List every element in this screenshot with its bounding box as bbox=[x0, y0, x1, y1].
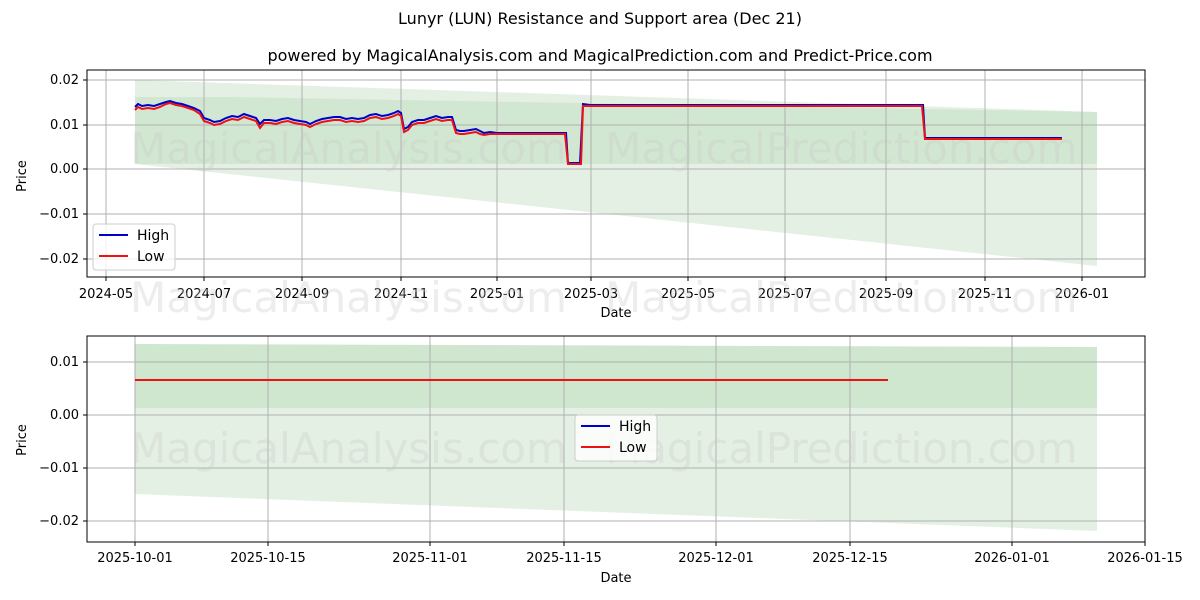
watermark-text: MagicalAnalysis.com bbox=[130, 273, 567, 322]
bottom-chart: MagicalAnalysis.com MagicalPrediction.co… bbox=[15, 335, 1183, 586]
watermark-text: MagicalAnalysis.com bbox=[130, 124, 567, 173]
y-tick-label: 0.00 bbox=[50, 162, 79, 177]
x-tick-label: 2024-07 bbox=[177, 287, 231, 302]
y-axis-label: Price bbox=[15, 424, 30, 456]
bottom-axes-frame bbox=[86, 335, 1146, 543]
x-tick-label: 2025-10-15 bbox=[230, 551, 306, 566]
x-tick-label: 2025-01 bbox=[470, 287, 524, 302]
x-tick-label: 2024-09 bbox=[275, 287, 329, 302]
y-tick-label: 0.00 bbox=[50, 408, 79, 423]
x-axis-label: Date bbox=[600, 571, 631, 586]
x-tick-label: 2026-01-01 bbox=[974, 551, 1050, 566]
y-tick-label: 0.01 bbox=[50, 118, 79, 133]
x-tick-label: 2025-12-15 bbox=[812, 551, 888, 566]
x-tick-label: 2026-01 bbox=[1055, 287, 1109, 302]
top-axes-frame bbox=[86, 69, 1146, 278]
x-tick-label: 2025-09 bbox=[859, 287, 913, 302]
x-tick-label: 2026-01-15 bbox=[1107, 551, 1183, 566]
watermark-text: MagicalPrediction.com bbox=[605, 424, 1078, 473]
legend-low-label: Low bbox=[137, 249, 165, 265]
x-axis-label: Date bbox=[600, 306, 631, 321]
x-tick-label: 2024-11 bbox=[374, 287, 428, 302]
x-tick-label: 2025-12-01 bbox=[678, 551, 754, 566]
high-line bbox=[134, 99, 1062, 164]
y-tick-label: 0.01 bbox=[50, 355, 79, 370]
chart-title: Lunyr (LUN) Resistance and Support area … bbox=[398, 9, 802, 28]
x-tick-label: 2025-11-15 bbox=[526, 551, 602, 566]
y-tick-label: −0.02 bbox=[39, 252, 79, 267]
watermark-text: MagicalPrediction.com bbox=[605, 273, 1078, 322]
y-tick-label: −0.01 bbox=[39, 207, 79, 222]
bottom-legend: High Low bbox=[574, 414, 658, 462]
top-legend: High Low bbox=[92, 223, 176, 271]
top-chart: MagicalAnalysis.com MagicalPrediction.co… bbox=[15, 69, 1146, 321]
support-band bbox=[135, 408, 1097, 531]
watermark-text: MagicalPrediction.com bbox=[605, 124, 1078, 173]
resistance-band bbox=[135, 344, 1097, 408]
x-tick-label: 2025-05 bbox=[661, 287, 715, 302]
legend-high-label: High bbox=[619, 419, 651, 435]
legend-high-label: High bbox=[137, 228, 169, 244]
x-tick-label: 2025-10-01 bbox=[97, 551, 173, 566]
x-tick-label: 2025-03 bbox=[564, 287, 618, 302]
y-tick-label: −0.02 bbox=[39, 514, 79, 529]
low-line bbox=[134, 101, 1062, 165]
watermark-text: MagicalAnalysis.com bbox=[130, 424, 567, 473]
x-tick-label: 2024-05 bbox=[79, 287, 133, 302]
y-tick-label: −0.01 bbox=[39, 461, 79, 476]
x-tick-label: 2025-07 bbox=[758, 287, 812, 302]
chart-subtitle: powered by MagicalAnalysis.com and Magic… bbox=[267, 46, 933, 65]
y-tick-label: 0.02 bbox=[50, 73, 79, 88]
y-axis-label: Price bbox=[15, 160, 30, 192]
x-tick-label: 2025-11 bbox=[958, 287, 1012, 302]
legend-low-label: Low bbox=[619, 440, 647, 456]
x-tick-label: 2025-11-01 bbox=[392, 551, 468, 566]
